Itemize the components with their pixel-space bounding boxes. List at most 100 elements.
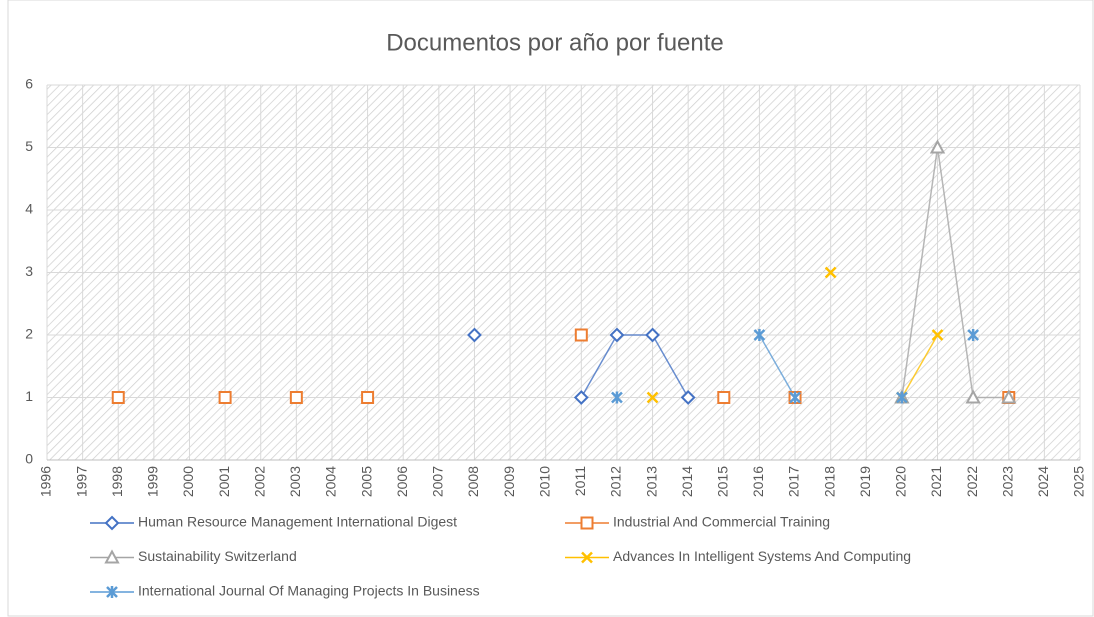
- marker: [573, 390, 589, 405]
- marker: [965, 389, 981, 404]
- x-tick-label: 2011: [572, 466, 588, 496]
- legend-label: Sustainability Switzerland: [138, 548, 297, 564]
- x-tick-label: 2010: [536, 466, 552, 497]
- marker-shape: [931, 329, 944, 341]
- x-tick-label: 2001: [216, 466, 232, 497]
- marker: [580, 516, 594, 530]
- y-tick-label: 1: [25, 388, 33, 404]
- marker-shape: [104, 549, 120, 564]
- marker: [574, 328, 588, 342]
- marker: [717, 391, 731, 404]
- x-tick-label: 1999: [145, 466, 161, 497]
- marker-shape: [824, 266, 837, 279]
- marker: [896, 391, 908, 404]
- marker: [646, 391, 659, 404]
- x-tick-label: 2019: [857, 466, 873, 497]
- x-tick-label: 2021: [928, 466, 944, 497]
- marker: [824, 266, 837, 279]
- x-tick-label: 2009: [501, 466, 517, 497]
- marker: [611, 391, 623, 404]
- marker: [929, 139, 946, 154]
- legend-label: Advances In Intelligent Systems And Comp…: [613, 548, 911, 564]
- legend-entry: International Journal Of Managing Projec…: [90, 583, 480, 599]
- x-tick-label: 1996: [38, 466, 54, 497]
- y-tick-label: 6: [25, 76, 33, 92]
- y-tick-label: 2: [25, 326, 33, 342]
- marker: [111, 391, 125, 404]
- marker-shape: [104, 515, 120, 531]
- marker-shape: [111, 391, 125, 404]
- x-tick-label: 1997: [73, 466, 89, 497]
- x-tick-label: 2006: [394, 466, 410, 497]
- marker: [106, 586, 118, 598]
- x-tick-label: 1998: [109, 466, 125, 497]
- legend-label: Human Resource Management International …: [138, 514, 457, 530]
- marker-shape: [680, 390, 696, 405]
- marker: [645, 327, 660, 343]
- marker: [218, 391, 232, 404]
- marker-shape: [574, 328, 588, 342]
- marker-shape: [609, 327, 625, 343]
- marker-shape: [1001, 389, 1017, 404]
- marker-shape: [580, 516, 594, 530]
- marker-shape: [218, 391, 232, 404]
- x-tick-label: 2014: [679, 466, 695, 497]
- series-line: [901, 147, 1009, 399]
- legend-entry: Human Resource Management International …: [90, 514, 457, 531]
- marker: [104, 515, 120, 531]
- marker: [289, 391, 303, 404]
- marker: [467, 327, 482, 343]
- x-tick-label: 2007: [430, 466, 446, 497]
- x-tick-label: 2004: [323, 466, 339, 497]
- x-tick-label: 2015: [714, 466, 730, 497]
- marker: [581, 551, 593, 564]
- marker: [680, 390, 696, 405]
- marker-shape: [289, 391, 303, 404]
- marker-shape: [717, 391, 731, 404]
- x-tick-label: 2025: [1071, 466, 1087, 497]
- marker-shape: [573, 390, 589, 405]
- x-tick-label: 2002: [251, 466, 267, 497]
- marker: [104, 549, 120, 564]
- legend-entry: Industrial And Commercial Training: [565, 514, 830, 530]
- chart-title: Documentos por año por fuente: [386, 29, 724, 56]
- x-tick-label: 2020: [893, 466, 909, 497]
- x-tick-label: 2008: [465, 466, 481, 497]
- series-line: [580, 334, 689, 398]
- x-tick-label: 2003: [287, 466, 303, 497]
- x-tick-label: 2024: [1035, 466, 1051, 497]
- x-tick-label: 2005: [358, 466, 374, 497]
- marker-shape: [929, 139, 946, 154]
- marker: [361, 391, 375, 404]
- x-tick-label: 2000: [180, 466, 196, 497]
- x-tick-label: 2013: [643, 466, 659, 497]
- x-tick-label: 2016: [750, 466, 766, 497]
- x-tick-label: 2012: [608, 466, 624, 497]
- marker: [967, 329, 980, 341]
- marker: [931, 329, 944, 341]
- marker-shape: [965, 389, 981, 404]
- y-tick-label: 5: [25, 138, 33, 154]
- marker-shape: [361, 391, 375, 404]
- legend-entry: Advances In Intelligent Systems And Comp…: [565, 548, 911, 564]
- y-tick-label: 3: [25, 263, 33, 279]
- marker-shape: [581, 551, 593, 564]
- y-tick-label: 4: [25, 201, 33, 217]
- series-line: [901, 334, 939, 398]
- legend-label: Industrial And Commercial Training: [613, 514, 830, 530]
- marker: [1001, 389, 1017, 404]
- legend-entry: Sustainability Switzerland: [90, 548, 297, 564]
- x-tick-label: 2023: [999, 466, 1015, 497]
- marker-shape: [645, 327, 660, 343]
- x-tick-label: 2018: [821, 466, 837, 497]
- marker-shape: [467, 327, 482, 343]
- y-tick-label: 0: [25, 451, 33, 467]
- legend-label: International Journal Of Managing Projec…: [138, 583, 480, 599]
- x-tick-label: 2017: [786, 466, 802, 497]
- marker: [789, 391, 801, 404]
- marker: [609, 327, 625, 343]
- marker-shape: [646, 391, 659, 404]
- x-tick-label: 2022: [964, 466, 980, 497]
- marker: [753, 329, 766, 341]
